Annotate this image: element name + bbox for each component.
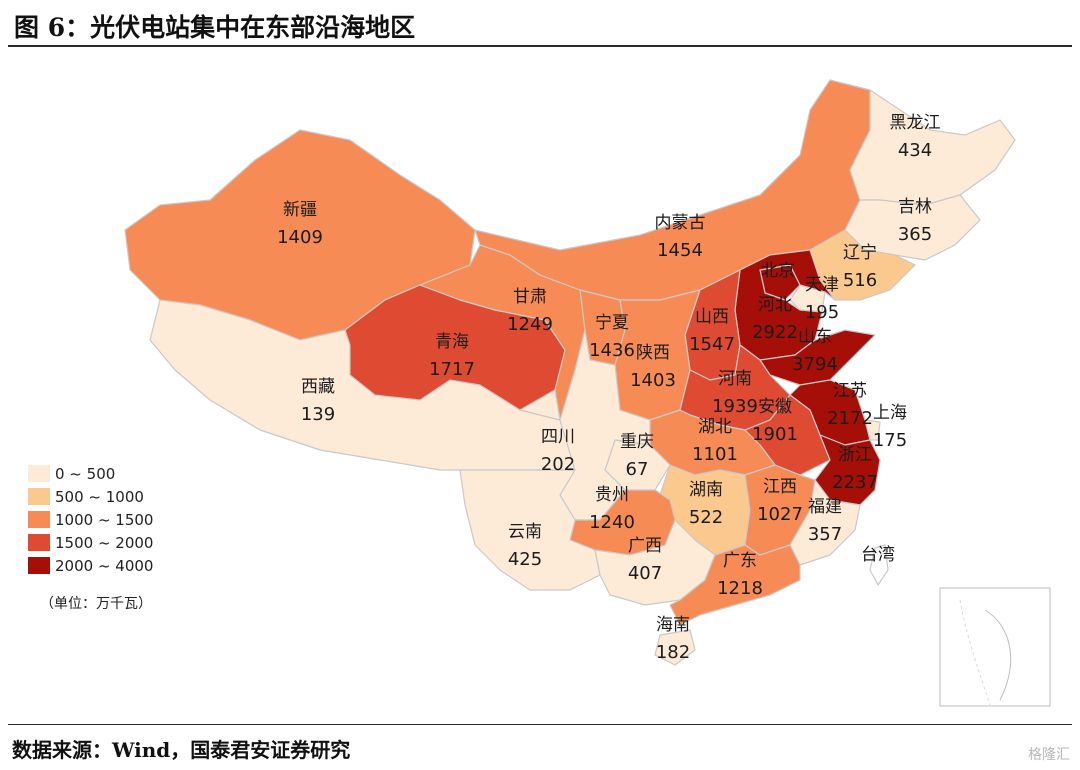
province-value-label: 425 [508,549,542,570]
province-name-label: 安徽 [758,397,792,417]
legend-label: 0 ~ 500 [55,464,116,483]
legend-swatch [28,511,50,528]
province-value-label: 1403 [630,370,676,391]
province-name-label: 贵州 [595,485,629,505]
province-value-label: 1717 [429,359,475,380]
province-zhejiang [814,434,881,506]
province-name-label: 河南 [718,369,752,389]
legend-item: 1500 ~ 2000 [28,531,153,554]
province-name-label: 山东 [798,327,832,347]
province-name-label: 北京 [761,261,795,281]
province-name-label: 浙江 [838,445,872,465]
province-value-label: 1249 [507,314,553,335]
province-name-label: 新疆 [283,200,317,220]
figure-title: 图 6：光伏电站集中在东部沿海地区 [14,13,416,42]
province-taiwan [869,544,889,586]
legend-label: 500 ~ 1000 [55,487,144,506]
legend-swatch [28,465,50,482]
province-value-label: 1218 [717,578,763,599]
province-name-label: 湖南 [689,480,723,500]
legend-item: 0 ~ 500 [28,462,153,485]
province-name-label: 湖北 [698,417,732,437]
province-value-label: 1939 [712,396,758,417]
province-name-label: 海南 [656,615,690,635]
province-value-label: 139 [301,404,335,425]
province-name-label: 辽宁 [843,243,877,263]
province-name-label: 甘肃 [513,287,547,307]
province-value-label: 407 [628,563,662,584]
province-value-label: 1901 [752,424,798,445]
province-name-label: 上海 [873,403,907,423]
province-value-label: 67 [626,459,649,480]
unit-note: （单位：万千瓦） [40,596,152,612]
legend-item: 500 ~ 1000 [28,485,153,508]
province-hainan [654,629,696,666]
province-value-label: 516 [843,270,877,291]
province-value-label: 1027 [757,504,803,525]
province-value-label: 175 [873,430,907,451]
province-value-label: 365 [898,224,932,245]
province-shanghai [864,419,881,441]
province-name-label: 黑龙江 [890,113,941,133]
province-value-label: 522 [689,507,723,528]
province-name-label: 广西 [628,536,662,556]
watermark-logo: 格隆汇 [1028,747,1070,763]
province-value-label: 195 [805,302,839,323]
province-name-label: 台湾 [861,545,895,565]
province-name-label: 河北 [758,295,792,315]
province-name-label: 陕西 [636,343,670,363]
province-value-label: 1454 [657,240,703,261]
province-name-label: 江苏 [833,381,867,401]
south-china-sea-inset [939,587,1051,707]
source-note: 数据来源：Wind，国泰君安证券研究 [12,738,351,762]
province-name-label: 吉林 [898,197,932,217]
province-value-label: 1547 [689,334,735,355]
legend-label: 2000 ~ 4000 [55,556,154,575]
province-name-label: 云南 [508,522,542,542]
province-name-label: 四川 [541,427,575,447]
province-value-label: 182 [656,642,690,663]
legend-label: 1500 ~ 2000 [55,533,154,552]
province-name-label: 山西 [695,307,729,327]
province-value-label: 434 [898,140,932,161]
legend-item: 2000 ~ 4000 [28,554,153,577]
province-value-label: 357 [808,524,842,545]
province-name-label: 宁夏 [595,313,629,333]
legend-swatch [28,488,50,505]
province-value-label: 1240 [589,512,635,533]
province-name-label: 福建 [808,497,842,517]
province-name-label: 天津 [805,275,839,295]
province-value-label: 202 [541,454,575,475]
province-value-label: 2237 [832,472,878,493]
legend-swatch [28,557,50,574]
province-value-label: 1409 [277,227,323,248]
province-value-label: 2172 [827,408,873,429]
province-heilongjiang [849,89,1016,206]
province-name-label: 广东 [723,551,757,571]
province-name-label: 青海 [435,332,469,352]
legend-label: 1000 ~ 1500 [55,510,154,529]
province-value-label: 1436 [589,340,635,361]
province-fujian [789,479,861,566]
province-value-label: 2922 [752,322,798,343]
province-value-label: 1101 [692,444,738,465]
province-name-label: 江西 [763,477,797,497]
province-name-label: 西藏 [301,377,335,397]
province-name-label: 重庆 [620,432,654,452]
legend: 0 ~ 500 500 ~ 1000 1000 ~ 1500 1500 ~ 20… [28,462,153,577]
title-divider [8,45,1072,47]
province-name-label: 内蒙古 [655,213,706,233]
source-divider [8,724,1072,725]
province-guangdong [669,544,801,626]
legend-item: 1000 ~ 1500 [28,508,153,531]
legend-swatch [28,534,50,551]
province-value-label: 3794 [792,354,838,375]
